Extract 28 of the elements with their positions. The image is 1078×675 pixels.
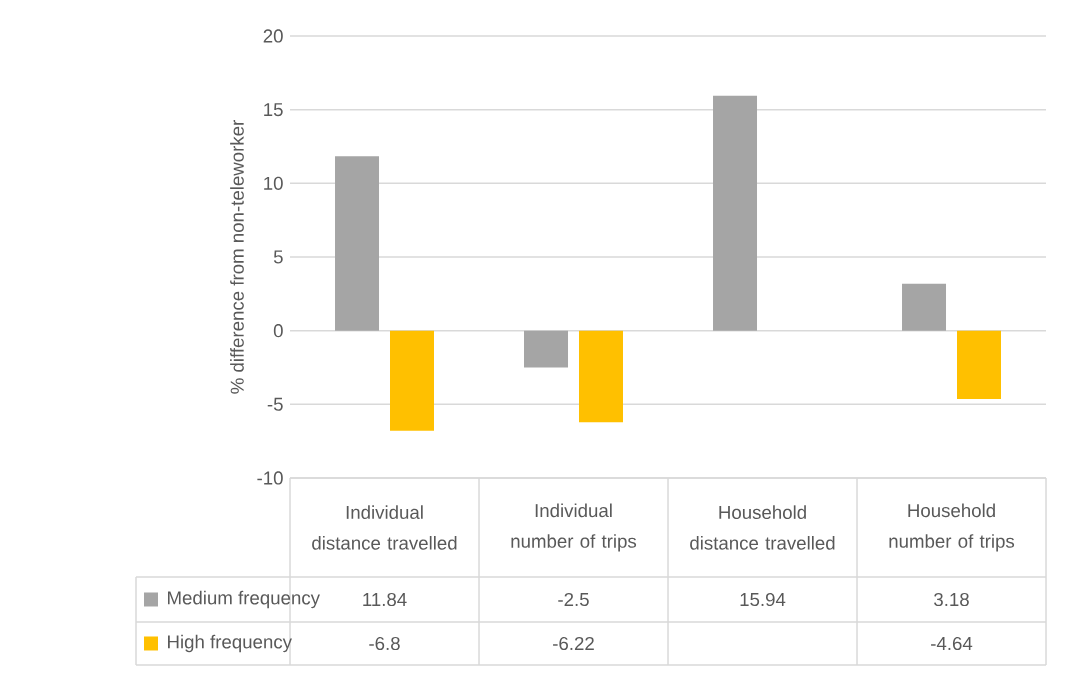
y-tick-label: 0: [273, 324, 283, 338]
y-tick-label: -10: [257, 471, 283, 485]
y-tick-label: 20: [263, 29, 283, 43]
x-tick-label: Household distance travelled: [690, 505, 835, 550]
bar: [579, 330, 623, 423]
x-tick-label: Household number of trips: [889, 503, 1015, 552]
data-label: 15.94: [740, 592, 786, 607]
y-tick-label: 15: [264, 103, 283, 117]
legend-label: High frequency: [168, 634, 292, 653]
bar: [902, 283, 947, 331]
data-label: 3.18: [934, 592, 969, 607]
legend-label: Medium frequency: [168, 590, 320, 609]
y-axis-title: % difference from non-teleworker: [230, 120, 244, 394]
y-tick-label: 10: [264, 176, 283, 190]
x-tick-label: Individual distance travelled: [312, 505, 457, 550]
data-label: -6.22: [553, 636, 594, 651]
bar: [524, 330, 569, 368]
data-label: -6.8: [369, 636, 400, 651]
data-label: -4.64: [931, 636, 973, 651]
bar: [957, 330, 1001, 400]
bar: [713, 95, 758, 331]
data-label: -2.5: [558, 592, 589, 607]
y-tick-label: 5: [273, 250, 283, 264]
x-tick-label: Individual number of trips: [511, 503, 637, 552]
bar: [335, 156, 380, 331]
y-tick-label: -5: [267, 397, 283, 411]
data-label: 11.84: [363, 592, 407, 607]
bar: [390, 330, 434, 431]
